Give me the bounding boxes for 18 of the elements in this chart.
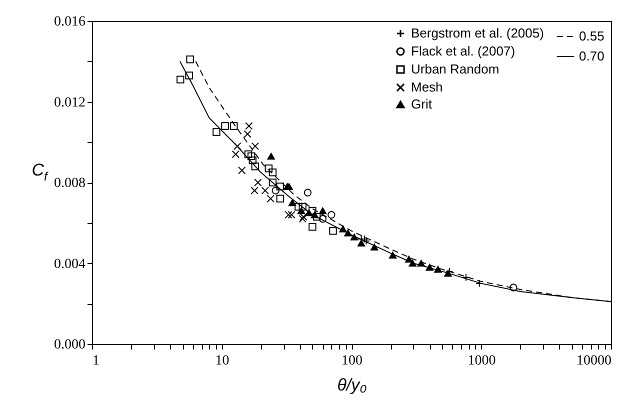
legend-label: Grit	[411, 96, 432, 112]
y-tick-label: 0.008	[54, 176, 86, 191]
x-tick-label: 10000	[576, 354, 612, 368]
legend-label: 0.70	[579, 48, 604, 64]
y-tick-label: 0.016	[54, 14, 86, 30]
y-tick-label: 0.000	[54, 338, 86, 352]
legend-label: 0.55	[579, 28, 604, 44]
x-tick-label: 100	[342, 354, 362, 368]
x-axis-title: θ/y₀	[337, 376, 367, 394]
legend-label: Mesh	[411, 80, 443, 94]
legend-label: Flack et al. (2007)	[411, 44, 516, 58]
x-tick-label: 1	[92, 354, 100, 368]
y-tick-label: 0.004	[54, 256, 86, 272]
y-tick-label: 0.012	[54, 95, 86, 110]
x-tick-label: 1000	[468, 354, 496, 368]
legend-label: Urban Random	[411, 62, 500, 76]
legend-label: Bergstrom et al. (2005)	[411, 26, 544, 40]
x-tick-label: 10	[215, 354, 230, 368]
